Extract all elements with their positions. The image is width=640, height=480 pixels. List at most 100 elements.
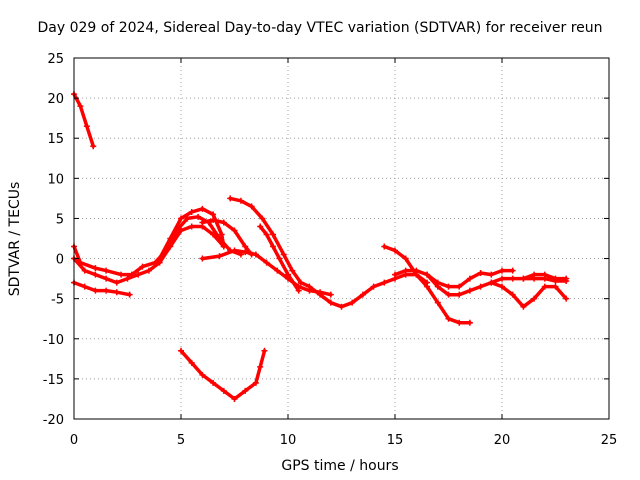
- data-point: [289, 267, 296, 274]
- series-track-11: [381, 243, 473, 326]
- data-point: [509, 275, 516, 282]
- x-tick-label: 5: [177, 433, 185, 448]
- data-point: [195, 213, 202, 220]
- series-track-9: [257, 223, 302, 294]
- data-point: [295, 287, 302, 294]
- data-point: [499, 275, 505, 282]
- y-tick-label: -5: [51, 293, 64, 308]
- chart-title: Day 029 of 2024, Sidereal Day-to-day VTE…: [37, 20, 602, 36]
- series-line: [258, 224, 301, 293]
- data-point: [509, 267, 516, 274]
- data-point: [499, 267, 505, 274]
- data-point: [306, 283, 313, 290]
- data-point: [135, 271, 142, 278]
- data-point: [317, 291, 324, 298]
- data-point: [445, 291, 452, 298]
- y-tick-label: -10: [43, 333, 64, 348]
- series-line: [72, 280, 132, 297]
- data-point: [77, 103, 84, 110]
- y-tick-label: 15: [47, 132, 64, 147]
- data-point: [83, 123, 90, 130]
- data-point: [541, 271, 548, 278]
- data-point: [252, 379, 259, 386]
- data-point: [531, 271, 538, 278]
- data-point: [178, 227, 184, 234]
- data-point: [103, 287, 110, 294]
- data-point: [456, 319, 463, 326]
- data-point: [270, 231, 277, 238]
- data-point: [242, 243, 249, 250]
- series-line: [157, 207, 226, 261]
- data-point: [261, 347, 268, 354]
- data-point: [445, 283, 452, 290]
- data-point: [216, 253, 223, 260]
- y-tick-label: 10: [47, 172, 64, 187]
- data-point: [220, 243, 227, 250]
- data-point: [477, 269, 484, 276]
- data-point: [466, 287, 473, 294]
- data-point: [81, 283, 88, 290]
- data-point: [488, 279, 495, 286]
- grid-lines: [74, 58, 609, 419]
- x-tick-label: 25: [601, 433, 618, 448]
- y-tick-label: -20: [43, 413, 64, 428]
- data-point: [520, 303, 527, 310]
- data-point: [210, 217, 217, 224]
- data-point: [124, 275, 131, 282]
- data-point: [381, 243, 388, 250]
- data-point: [113, 289, 120, 296]
- data-point: [424, 271, 431, 278]
- data-point: [252, 251, 259, 258]
- data-point: [231, 247, 238, 254]
- data-point: [248, 203, 255, 210]
- data-point: [402, 255, 409, 262]
- data-point: [227, 195, 234, 202]
- data-point: [349, 299, 356, 306]
- data-point: [218, 231, 225, 238]
- data-series: [71, 91, 570, 402]
- data-point: [327, 299, 334, 306]
- series-line: [179, 349, 267, 401]
- data-point: [552, 283, 559, 290]
- series-track-1: [71, 91, 97, 150]
- x-axis-label: GPS time / hours: [281, 458, 398, 474]
- series-track-4: [71, 279, 133, 298]
- data-point: [92, 287, 99, 294]
- data-point: [477, 283, 484, 290]
- data-point: [167, 243, 174, 250]
- data-point: [167, 235, 174, 242]
- data-point: [541, 283, 548, 290]
- data-point: [242, 387, 249, 394]
- data-point: [199, 255, 206, 262]
- data-point: [276, 255, 283, 262]
- data-point: [456, 283, 463, 290]
- data-point: [509, 291, 516, 298]
- data-point: [327, 291, 334, 298]
- data-point: [274, 267, 281, 274]
- data-point: [90, 143, 97, 150]
- series-track-14: [488, 279, 570, 310]
- data-point: [188, 359, 195, 366]
- y-tick-label: -15: [43, 373, 64, 388]
- series-track-13: [424, 267, 516, 290]
- x-tick-label: 0: [70, 433, 78, 448]
- data-point: [424, 283, 431, 290]
- series-line: [72, 92, 96, 148]
- data-point: [466, 319, 473, 326]
- data-point: [413, 267, 420, 274]
- tick-labels: 0 5 10 15 20 25 25 20 15 10 5 0 -5 -10 -15 -20: [43, 52, 618, 448]
- data-point: [499, 283, 505, 290]
- data-point: [178, 215, 184, 222]
- data-point: [220, 387, 227, 394]
- data-point: [466, 275, 473, 282]
- series-track-8: [227, 195, 431, 310]
- data-point: [92, 265, 99, 272]
- data-point: [381, 279, 388, 286]
- series-track-15: [520, 271, 570, 282]
- data-point: [270, 243, 277, 250]
- data-point: [445, 315, 452, 322]
- data-point: [263, 231, 270, 238]
- data-point: [280, 251, 287, 258]
- data-point: [434, 299, 441, 306]
- data-point: [456, 291, 463, 298]
